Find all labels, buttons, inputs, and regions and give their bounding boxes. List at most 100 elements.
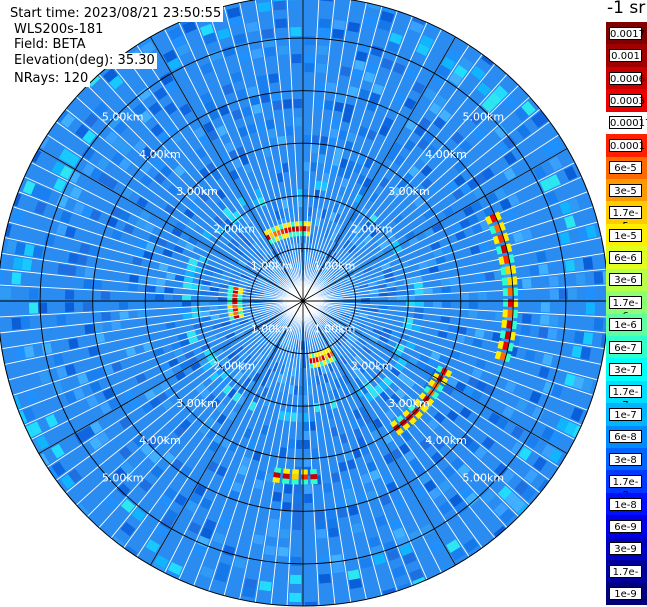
range-gate [378, 305, 388, 310]
range-gate [459, 183, 472, 195]
range-gate [243, 377, 252, 387]
range-gate [165, 123, 178, 137]
range-gate [324, 363, 330, 374]
range-gate [209, 372, 220, 382]
range-gate [160, 116, 173, 130]
range-gate [51, 444, 65, 459]
range-gate [11, 287, 21, 300]
ray-separator [254, 300, 304, 603]
ray-separator [302, 121, 551, 302]
range-gate [318, 279, 326, 287]
range-gate [417, 138, 430, 151]
range-gate [240, 154, 250, 166]
range-gate [260, 92, 271, 104]
feature-gate [318, 356, 322, 362]
range-gate [228, 281, 239, 287]
range-gate [293, 99, 302, 109]
range-gate [344, 253, 353, 262]
range-gate [405, 295, 415, 301]
range-gate [96, 431, 110, 445]
colorbar-tick-label: 3e-7 [609, 363, 642, 377]
range-gate [218, 380, 228, 391]
range-gate [274, 210, 281, 220]
range-gate [433, 116, 446, 130]
range-gate [374, 271, 384, 278]
range-gate [565, 259, 576, 272]
range-gate [315, 519, 326, 530]
range-gate [549, 289, 559, 300]
range-gate [148, 102, 162, 116]
feature-gate [502, 288, 508, 297]
ray-separator [55, 300, 304, 481]
ray-separator [208, 10, 304, 302]
range-gate [533, 456, 547, 472]
range-gate [335, 92, 346, 104]
range-gate [342, 296, 352, 299]
range-gate [244, 476, 255, 488]
range-gate [265, 378, 273, 389]
range-gate [276, 172, 284, 183]
range-gate [442, 465, 456, 479]
range-gate [439, 271, 449, 279]
range-gate [182, 282, 193, 289]
range-gate [193, 543, 207, 557]
ray-separator [302, 53, 483, 302]
range-gate [156, 130, 170, 144]
feature-gate [237, 301, 243, 304]
range-gate [353, 367, 362, 377]
range-gate [252, 242, 261, 251]
range-gate [585, 302, 595, 315]
feature-gate [504, 331, 511, 340]
range-gate [412, 16, 426, 26]
feature-gate [511, 276, 518, 285]
range-gate [65, 290, 75, 300]
range-gate [470, 201, 483, 213]
ray-separator [302, 300, 336, 605]
range-gate [94, 333, 106, 344]
ray-separator [86, 84, 304, 302]
range-gate [252, 372, 261, 383]
range-gate [453, 160, 467, 173]
range-gate [283, 99, 292, 109]
range-gate [315, 328, 321, 338]
range-gate [315, 275, 322, 284]
range-gate [211, 250, 222, 258]
feature-gate [274, 225, 280, 231]
feature-gate [237, 291, 243, 295]
range-gate [499, 198, 512, 211]
range-gate [200, 497, 213, 510]
range-gate [119, 311, 129, 320]
range-gate [107, 397, 120, 410]
ppi-rays [0, 0, 608, 606]
range-gate [140, 174, 153, 187]
range-gate [404, 230, 416, 240]
range-gate [507, 194, 520, 207]
ray-separator [302, 300, 383, 596]
azimuth-spoke [38, 148, 304, 302]
range-gate [81, 146, 95, 161]
colorbar-tick-label: 1e-7 [609, 407, 642, 421]
range-gate [162, 137, 175, 151]
feature-gate [309, 358, 313, 364]
range-gate [382, 473, 394, 485]
range-gate [362, 221, 372, 231]
range-gate [280, 364, 286, 375]
range-gate [524, 468, 539, 484]
range-gate [348, 232, 357, 242]
range-gate [362, 346, 372, 355]
range-gate [38, 371, 51, 385]
range-gate [531, 406, 545, 420]
range-gate [263, 324, 272, 332]
range-gate [167, 184, 179, 196]
range-gate [521, 313, 532, 324]
range-gate [125, 347, 137, 357]
range-gate [150, 123, 164, 137]
range-gate [322, 310, 332, 315]
range-gate [331, 472, 341, 483]
range-ring-label: 2.00km [351, 222, 393, 235]
range-gate [368, 214, 378, 224]
range-gate [312, 320, 317, 330]
range-gate [64, 364, 77, 376]
range-gate [315, 180, 322, 191]
range-gate [73, 201, 85, 215]
